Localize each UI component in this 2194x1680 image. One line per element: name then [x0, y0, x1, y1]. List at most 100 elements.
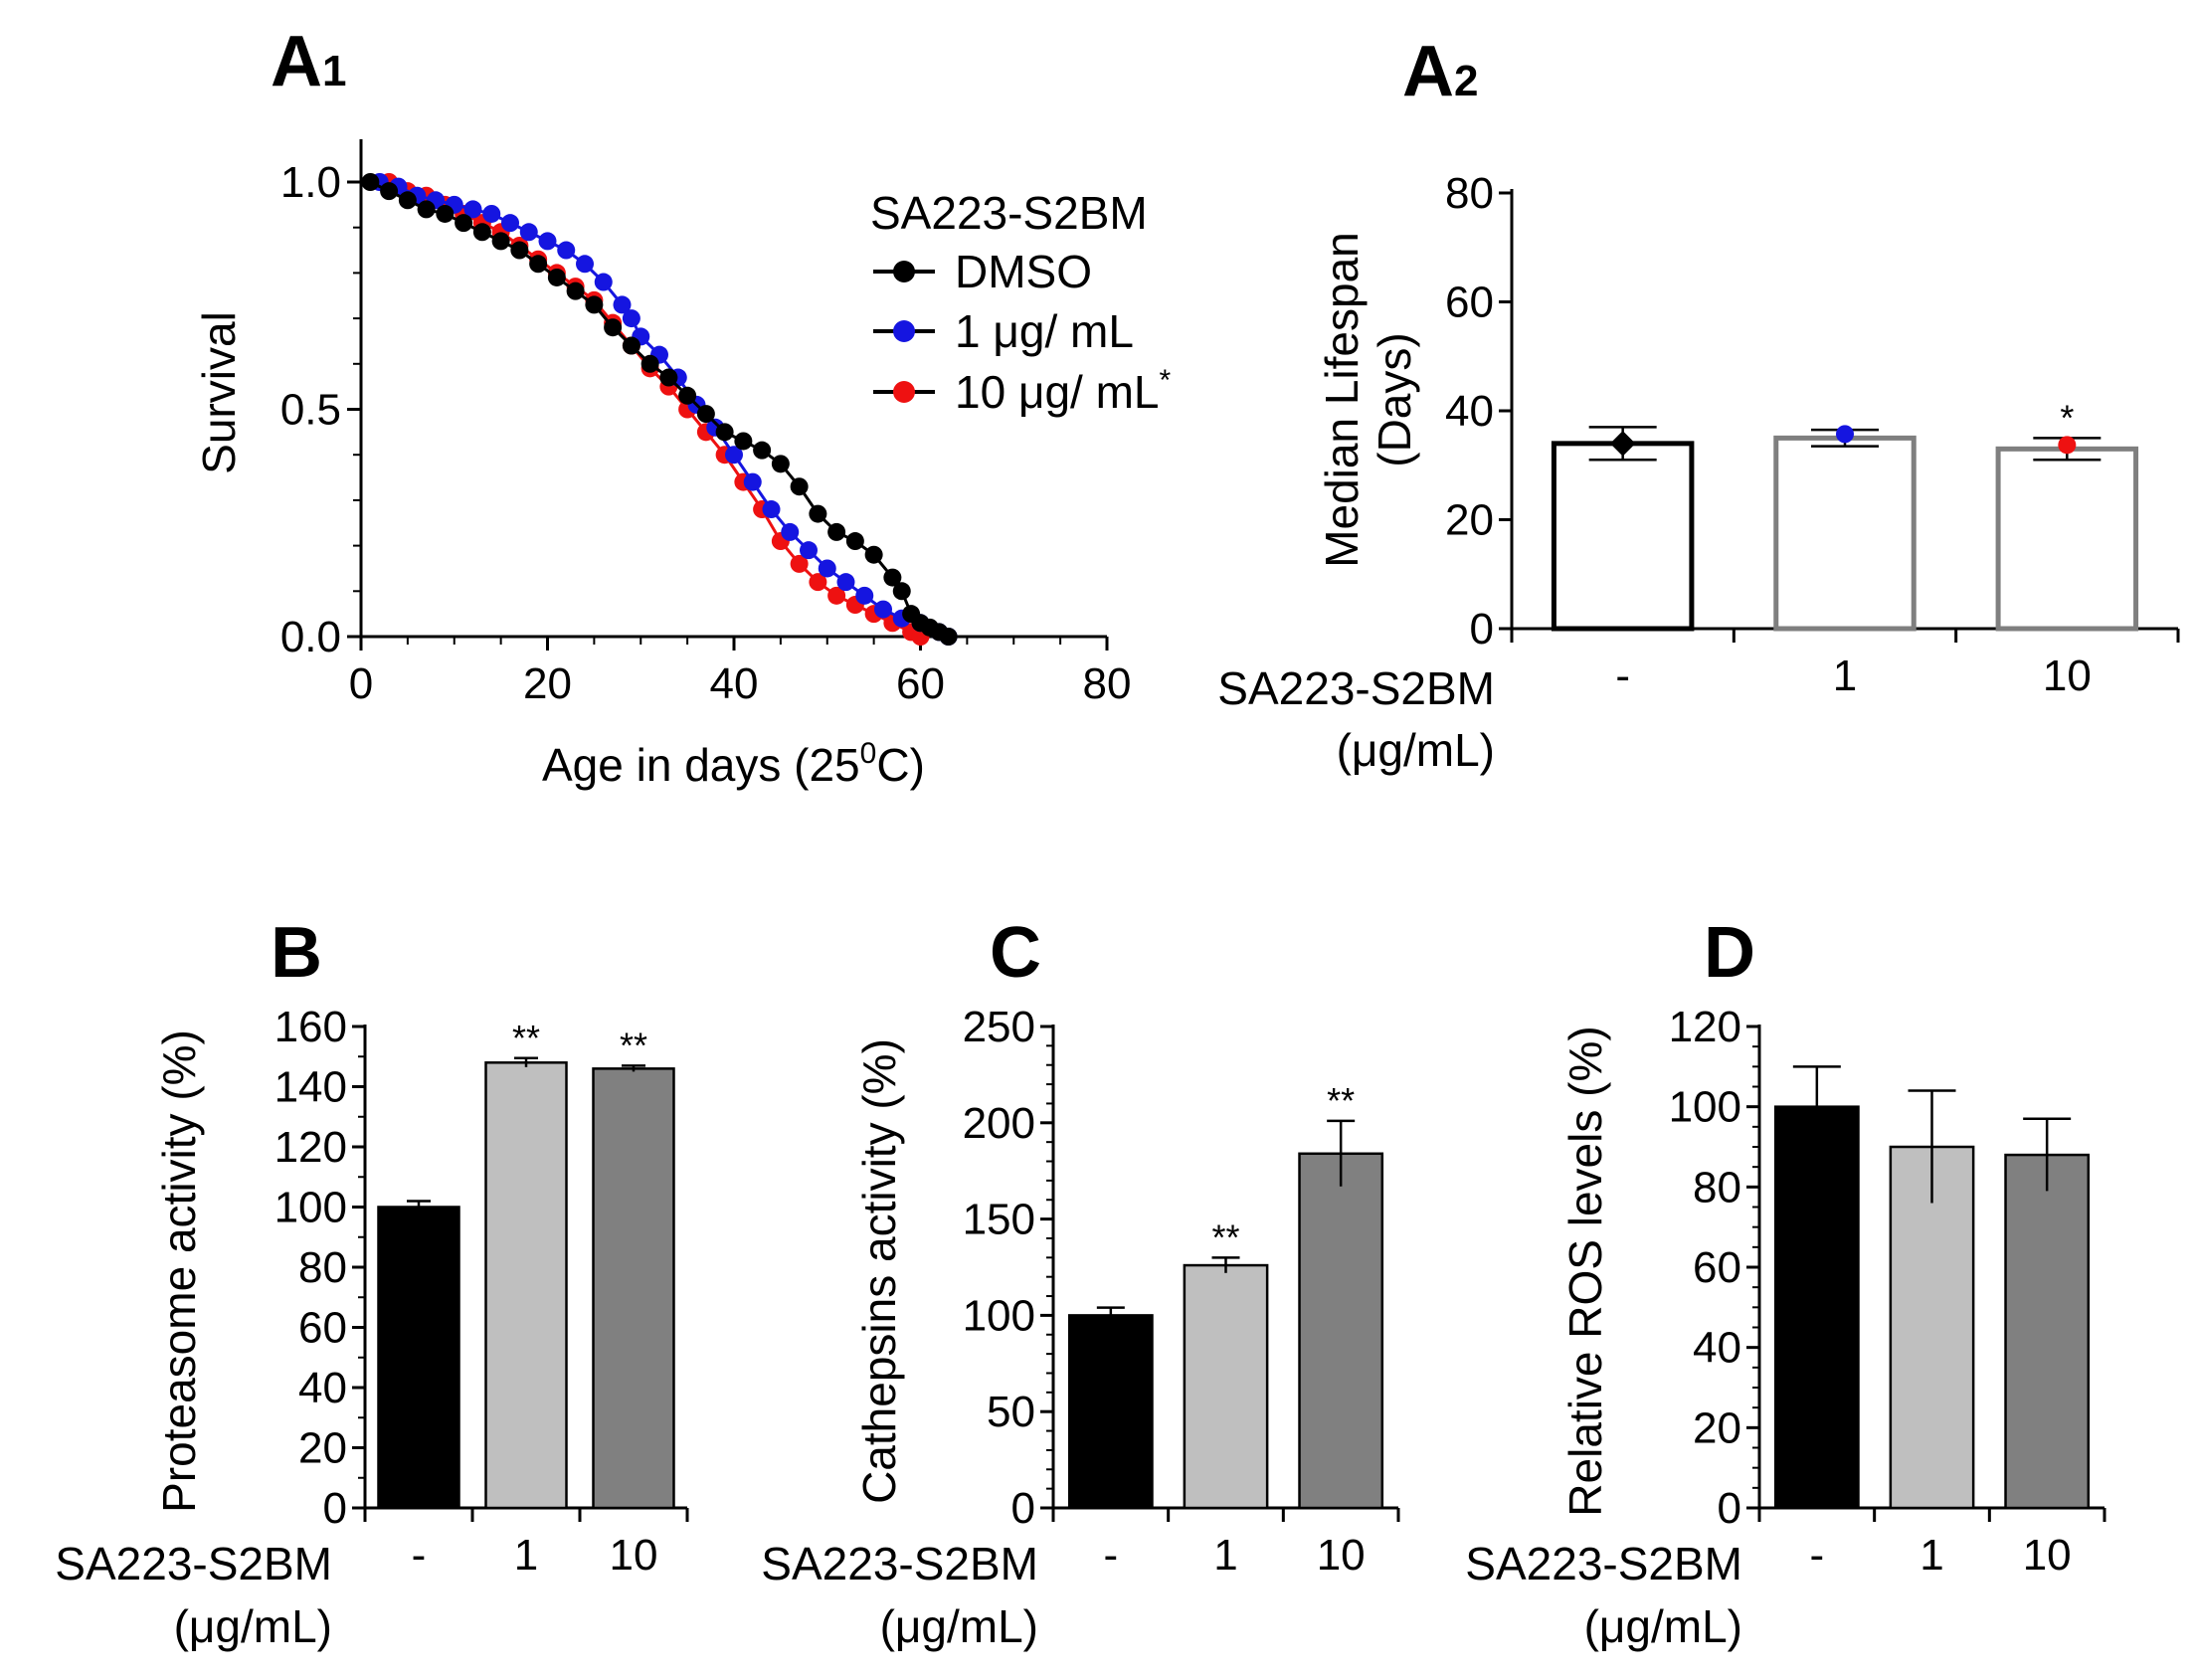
panel-a2-y-tick-label: 20 [1445, 496, 1494, 545]
panel-d-x-axis-label: SA223-S2BM [1465, 1538, 1742, 1589]
data-point-dmso [883, 568, 902, 587]
significance-label: ** [512, 1018, 540, 1058]
data-point-dmso [715, 423, 734, 442]
panel-a1-y-tick-label: 0.5 [280, 386, 341, 435]
legend-label-dmso: DMSO [955, 246, 1092, 297]
bar [1067, 1314, 1154, 1510]
panel-b-y-tick-label: 80 [298, 1243, 347, 1292]
data-point-1ug [743, 472, 762, 491]
data-point-dmso [939, 628, 958, 646]
data-point-1ug [557, 241, 576, 260]
panel-a2-lifespan-chart: A2 0 20 40 60 80 - 1 * 10 Median Lifespan (Days… [1217, 32, 2180, 776]
category-label: - [1104, 1531, 1119, 1580]
panel-d-y-tick-label: 40 [1693, 1324, 1741, 1373]
bar-group: - [1551, 426, 1695, 700]
bar [1551, 441, 1695, 632]
bar-group: 1 [1889, 1089, 1975, 1580]
panel-a1-series [361, 173, 958, 646]
panel-c-x-axis-label: SA223-S2BM [761, 1538, 1038, 1589]
data-point-dmso [585, 295, 604, 314]
bar [1298, 1152, 1384, 1510]
panel-b-y-tick-label: 100 [274, 1184, 347, 1232]
data-point-dmso [640, 354, 659, 373]
panel-d-y-tick-label: 120 [1669, 1003, 1741, 1051]
panel-d-bars: - 1 10 [1773, 1065, 2091, 1580]
panel-a1-x-tick-label: 40 [710, 659, 759, 708]
legend-entry-dmso: DMSO [873, 246, 1092, 297]
category-label: 10 [1317, 1531, 1366, 1580]
category-label: 1 [1213, 1531, 1237, 1580]
data-point-dmso [566, 281, 585, 300]
significance-label: ** [1211, 1216, 1239, 1257]
bar [592, 1067, 675, 1510]
bar-group: - [1067, 1306, 1154, 1580]
data-point-dmso [864, 545, 883, 564]
category-label: - [1810, 1531, 1825, 1580]
panel-a1-y-axis-label: Survival [193, 311, 245, 474]
data-point-dmso [696, 405, 715, 424]
data-point-1ug [800, 541, 818, 560]
bar [1183, 1263, 1269, 1510]
legend-entry-1ug: 1 μg/ mL [873, 305, 1134, 357]
panel-d-ros-chart: D 0 20 40 60 80 100 120 - 1 10 Relative ROS leve… [1465, 913, 2106, 1652]
panel-c-y-tick-label: 100 [963, 1291, 1035, 1340]
panel-c-axes: 0 50 100 150 200 250 [963, 1003, 1400, 1533]
panel-b-y-tick-label: 120 [274, 1123, 347, 1172]
data-point-1ug [725, 446, 743, 465]
bar [377, 1206, 460, 1510]
panel-a1-x-tick-label: 20 [523, 659, 572, 708]
panel-a1-survival-chart: A1 0.0 0.5 1.0 0 20 40 60 80 Survival Age in da… [193, 22, 1172, 791]
panel-d-x-axis-units: (μg/mL) [1584, 1600, 1742, 1652]
category-label: 1 [514, 1531, 538, 1580]
panel-a1-x-axis-label-end: C) [876, 739, 925, 791]
panel-b-proteasome-chart: B 0 20 40 60 80 100 120 140 160 - ** 1 ** 10 Proteas… [55, 913, 689, 1652]
panel-b-y-tick-label: 160 [274, 1003, 347, 1051]
panel-a1-x-tick-label: 0 [349, 659, 373, 708]
panel-a2-x-axis-units: (μg/mL) [1337, 724, 1495, 776]
data-point-1ug [874, 600, 892, 619]
panel-c-x-axis-units: (μg/mL) [880, 1600, 1038, 1652]
legend-marker-1ug [893, 320, 915, 342]
data-point-dmso [436, 204, 455, 223]
series-dmso [361, 173, 958, 646]
panel-b-y-tick-label: 140 [274, 1063, 347, 1112]
bar [1995, 446, 2139, 632]
mean-marker [1836, 425, 1854, 444]
panel-a2-bars: - 1 * 10 [1551, 397, 2139, 700]
data-point-10ug [827, 586, 846, 605]
panel-a1-axes: 0.0 0.5 1.0 0 20 40 60 80 [280, 139, 1131, 708]
panel-d-y-tick-label: 60 [1693, 1243, 1741, 1292]
series-line-10ug [388, 180, 922, 639]
panel-b-x-axis-label: SA223-S2BM [55, 1538, 332, 1589]
legend-label-1ug: 1 μg/ mL [955, 305, 1134, 357]
category-label: 10 [2023, 1531, 2072, 1580]
data-point-dmso [734, 432, 753, 451]
data-point-1ug [501, 214, 519, 233]
legend-entry-10ug: 10 μg/ mL* [873, 364, 1172, 418]
panel-a2-y-axis-label: Median Lifespan [1316, 232, 1368, 568]
legend-title: SA223-S2BM [870, 187, 1148, 239]
bar [1773, 1105, 1860, 1510]
data-point-dmso [892, 582, 911, 601]
bar [2004, 1153, 2091, 1510]
data-point-dmso [398, 191, 417, 210]
panel-c-y-tick-label: 0 [1011, 1484, 1035, 1533]
data-point-1ug [519, 223, 538, 242]
bar-group: ** 1 [1183, 1216, 1269, 1580]
data-point-dmso [622, 336, 640, 355]
legend-marker-dmso [893, 261, 915, 282]
data-point-dmso [809, 504, 827, 523]
data-point-dmso [604, 318, 623, 337]
data-point-dmso [361, 173, 380, 191]
data-point-dmso [678, 386, 697, 405]
panel-b-y-tick-label: 20 [298, 1424, 347, 1473]
data-point-dmso [827, 522, 846, 541]
panel-c-y-tick-label: 200 [963, 1099, 1035, 1148]
category-label: 10 [610, 1531, 658, 1580]
panel-a2-y-tick-label: 0 [1470, 605, 1494, 653]
panel-a2-y-tick-label: 80 [1445, 169, 1494, 218]
bar [484, 1061, 568, 1510]
data-point-dmso [547, 268, 566, 286]
data-point-1ug [855, 586, 874, 605]
